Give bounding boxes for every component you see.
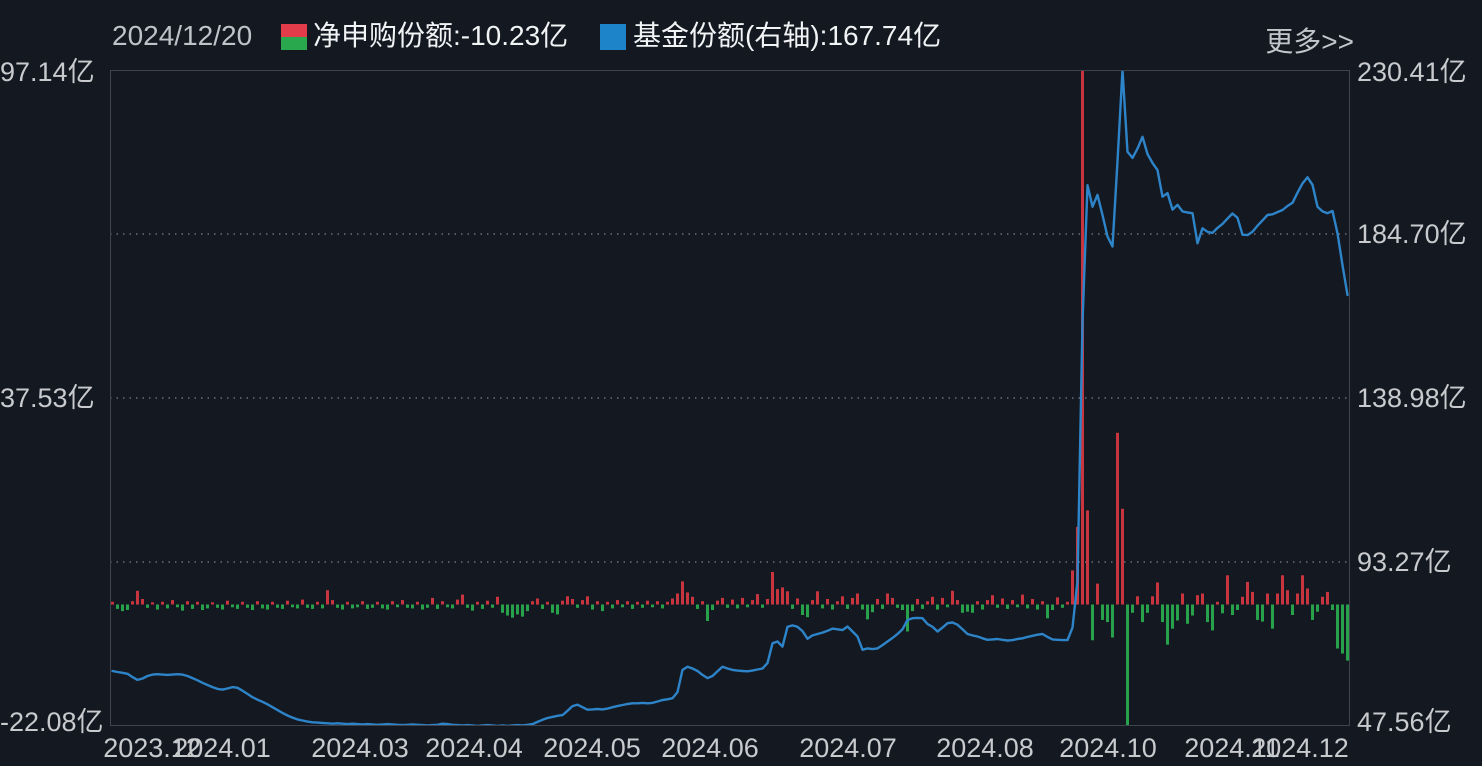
chart-plot[interactable]	[110, 70, 1350, 726]
right-axis-tick-4: 93.27亿	[1357, 547, 1452, 577]
right-axis-tick-1: 230.41亿	[1357, 57, 1467, 87]
fund-shares-legend-label: 基金份额(右轴):	[633, 20, 828, 51]
x-axis-label: 2024.08	[936, 733, 1034, 763]
net-subscription-legend: 净申购份额:-10.23亿	[313, 20, 568, 52]
more-link[interactable]: 更多>>	[1265, 26, 1354, 57]
x-axis-label: 2024.10	[1059, 733, 1157, 763]
x-axis-label: 2024.06	[661, 733, 759, 763]
date-label: 2024/12/20	[112, 20, 253, 51]
x-axis-label: 2024.12	[1251, 733, 1349, 763]
fund-shares-legend-value: 167.74亿	[827, 20, 942, 51]
fund-shares-legend: 基金份额(右轴):167.74亿	[633, 20, 941, 52]
left-axis-tick-mid: 37.53亿	[0, 383, 95, 413]
x-axis-label: 2024.04	[425, 733, 523, 763]
net-subscription-legend-label: 净申购份额:	[313, 20, 461, 51]
left-axis-tick-top: 97.14亿	[0, 57, 95, 87]
net-subscription-legend-value: -10.23亿	[460, 20, 569, 51]
left-axis-tick-bottom: -22.08亿	[0, 707, 104, 737]
x-axis-label: 2024.05	[543, 733, 641, 763]
x-axis-label: 2024.03	[311, 733, 409, 763]
right-axis-tick-2: 184.70亿	[1357, 219, 1467, 249]
right-axis-tick-5: 47.56亿	[1357, 707, 1452, 737]
x-axis-label: 2024.07	[799, 733, 897, 763]
right-axis-tick-3: 138.98亿	[1357, 383, 1467, 413]
x-axis-label: 2024.01	[173, 733, 271, 763]
net-subscription-legend-swatch	[281, 24, 307, 50]
x-axis-label: 2023.12	[103, 733, 201, 763]
fund-shares-legend-swatch	[600, 24, 626, 50]
x-axis-label: 2024.11	[1184, 733, 1280, 763]
